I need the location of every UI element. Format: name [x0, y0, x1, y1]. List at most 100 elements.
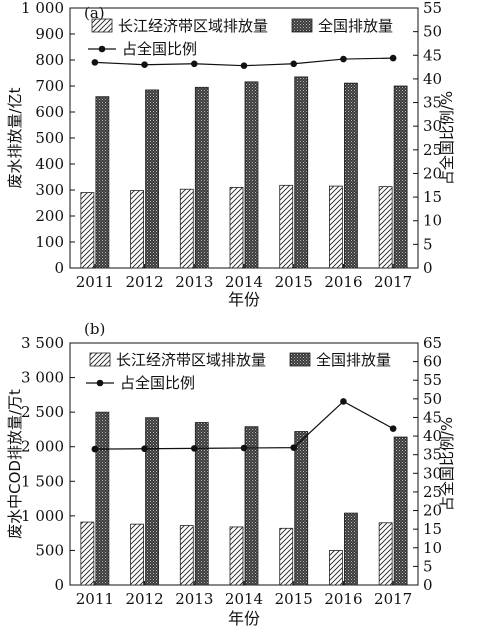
y-tick-label: 500	[35, 129, 64, 147]
legend-swatch	[89, 352, 111, 367]
y-tick-label: 600	[35, 103, 64, 121]
x-tick-label: 2017	[374, 590, 412, 608]
y-tick-label: 400	[35, 155, 64, 173]
chart-panel-1: 0 100 200 300 400 500 600 700 800 900 1 000 0 5 10 15 2…	[6, 0, 456, 309]
legend-label: 长江经济带区域排放量	[116, 351, 266, 369]
x-tick-label: 2011	[76, 273, 114, 291]
y2-tick-label: 50	[423, 390, 442, 408]
bar-regional	[130, 190, 144, 269]
bar-national	[95, 411, 110, 586]
y-tick-label: 3 500	[21, 334, 64, 352]
y-tick-label: 1 000	[21, 507, 64, 525]
proportion-point	[141, 61, 148, 69]
panel-label: (a)	[84, 4, 105, 22]
proportion-point	[290, 60, 298, 68]
y-tick-label: 500	[35, 541, 64, 559]
proportion-line	[94, 400, 394, 450]
bar-national	[194, 422, 209, 586]
x-tick-label: 2015	[275, 590, 313, 608]
y2-tick-label: 20	[423, 502, 442, 520]
bar-national	[393, 85, 408, 269]
y2-tick-label: 45	[423, 408, 442, 426]
x-axis-title: 年份	[228, 609, 260, 628]
y-tick-label: 300	[35, 181, 64, 199]
proportion-point	[290, 444, 298, 451]
x-tick-label: 2011	[76, 590, 114, 608]
y-tick-label: 0	[54, 259, 64, 277]
proportion-point	[340, 398, 347, 405]
proportion-point	[389, 54, 397, 62]
y-tick-label: 2 500	[21, 403, 64, 421]
bar-national	[294, 76, 309, 269]
x-tick-label: 2013	[175, 273, 213, 291]
y-tick-label: 0	[54, 576, 64, 594]
y2-tick-label: 55	[423, 371, 442, 389]
legend-label: 长江经济带区域排放量	[118, 17, 268, 35]
y-tick-label: 700	[35, 77, 64, 95]
bar-national	[294, 431, 309, 586]
y-tick-label: 1 500	[21, 472, 64, 490]
legend-swatch	[289, 352, 311, 367]
legend-swatch	[291, 18, 313, 33]
proportion-point	[190, 445, 198, 452]
proportion-point	[190, 60, 198, 68]
bar-national	[145, 417, 159, 586]
bar-regional	[179, 525, 194, 586]
x-tick-label: 2012	[125, 590, 163, 608]
y2-tick-label: 10	[423, 539, 442, 557]
bar-regional	[80, 192, 95, 269]
x-tick-label: 2016	[324, 273, 362, 291]
y2-tick-label: 30	[423, 464, 442, 482]
y-tick-label: 2 000	[21, 438, 64, 456]
proportion-point	[141, 445, 148, 453]
x-tick-label: 2014	[225, 590, 263, 608]
y2-tick-label: 40	[423, 70, 442, 88]
y2-tick-label: 40	[423, 427, 442, 445]
proportion-point	[91, 59, 99, 66]
legend-label: 占全国比例	[122, 40, 197, 58]
bar-national	[95, 96, 110, 269]
panel-label: (b)	[84, 320, 105, 338]
y2-axis-title: 占全国比例/%	[438, 417, 456, 511]
bar-regional	[378, 186, 393, 269]
y2-tick-label: 35	[423, 94, 442, 112]
y2-tick-label: 55	[423, 0, 442, 17]
bar-regional	[80, 521, 95, 586]
proportion-point	[340, 55, 347, 63]
y2-tick-label: 30	[423, 117, 442, 135]
bar-regional	[179, 188, 194, 269]
bar-national	[244, 426, 259, 586]
y-axis-title: 废水中COD排放量/万t	[6, 389, 24, 539]
y2-tick-label: 35	[423, 446, 442, 464]
y2-tick-label: 5	[423, 235, 433, 253]
x-tick-label: 2012	[125, 273, 163, 291]
y2-tick-label: 65	[423, 334, 442, 352]
y2-tick-label: 25	[423, 483, 442, 501]
bar-national	[344, 512, 358, 586]
proportion-point	[240, 62, 248, 69]
x-tick-label: 2015	[275, 273, 313, 291]
bar-national	[244, 81, 259, 269]
proportion-point	[389, 425, 397, 432]
x-tick-label: 2014	[225, 273, 263, 291]
x-tick-label: 2016	[324, 590, 362, 608]
y2-tick-label: 60	[423, 353, 442, 371]
x-tick-label: 2013	[175, 590, 213, 608]
proportion-point	[240, 444, 248, 452]
legend-marker	[96, 379, 104, 387]
legend-label: 全国排放量	[318, 17, 393, 35]
y-tick-label: 1 000	[21, 0, 64, 17]
bar-regional	[279, 527, 294, 586]
legend-label: 占全国比例	[120, 374, 195, 392]
bar-regional	[329, 550, 343, 586]
bar-national	[145, 89, 159, 269]
bar-regional	[229, 186, 244, 269]
y2-tick-label: 15	[423, 520, 442, 538]
y-axis-title: 废水排放量/亿t	[6, 87, 24, 188]
y2-tick-label: 0	[423, 576, 433, 594]
